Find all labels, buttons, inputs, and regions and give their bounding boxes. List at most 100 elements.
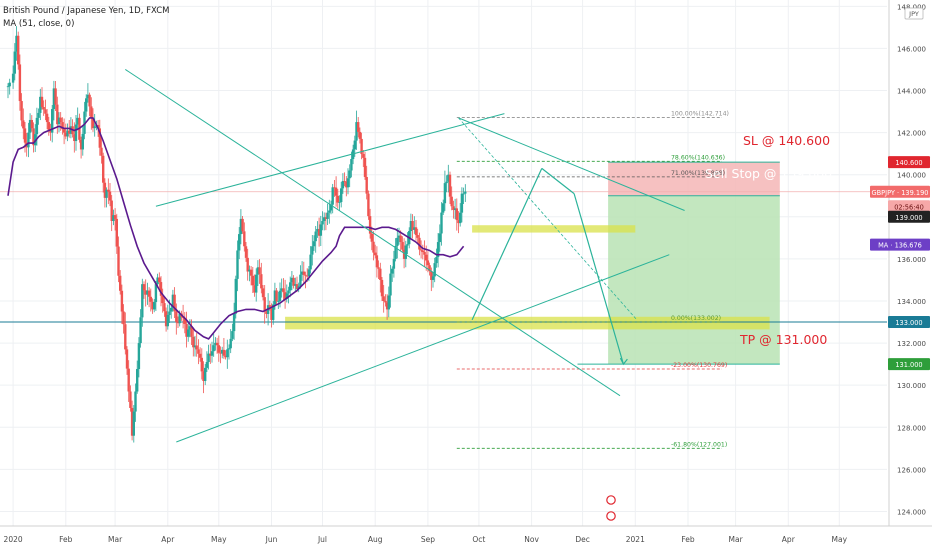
candle-body xyxy=(238,234,241,251)
symbol-title: British Pound / Japanese Yen, 1D, FXCM xyxy=(3,6,170,16)
candle-body xyxy=(423,252,426,255)
candle-body xyxy=(149,296,152,302)
candle-body xyxy=(86,94,90,99)
candle-body xyxy=(54,88,57,105)
candle-body xyxy=(85,98,88,112)
price-badge-label: 131.000 xyxy=(895,361,922,369)
candle-body xyxy=(418,237,421,250)
candle-body xyxy=(124,324,127,350)
candle-body xyxy=(142,284,146,291)
descending-resistance-line xyxy=(458,117,685,211)
candle-body xyxy=(125,349,129,369)
candle-body xyxy=(246,257,249,272)
price-badge-label: 140.600 xyxy=(895,159,922,167)
candle-body xyxy=(35,117,39,135)
candle-body xyxy=(45,113,49,123)
candle-body xyxy=(295,284,299,289)
candle-body xyxy=(176,322,180,324)
price-badge-label: 139.000 xyxy=(895,214,922,222)
candle-body xyxy=(265,311,268,314)
candle-body xyxy=(188,326,192,330)
candle-body xyxy=(44,109,47,114)
candle-body xyxy=(253,285,256,293)
candle-body xyxy=(353,140,356,150)
candle-body xyxy=(312,241,316,247)
candle-body xyxy=(200,357,203,372)
price-badge-label: GBPJPY · 139.190 xyxy=(872,189,929,197)
y-tick-label: 142.000 xyxy=(897,130,926,138)
candle-body xyxy=(307,269,311,277)
candle-body xyxy=(392,258,396,269)
drawing-layer: SL @ 140.600 Sell Stop @ 139.000 TP @ 131.… xyxy=(125,69,832,521)
candle-body xyxy=(139,317,142,344)
x-tick-label: Apr xyxy=(782,535,796,544)
candle-body xyxy=(442,203,445,213)
x-tick-label: Nov xyxy=(524,535,539,544)
x-tick-label: Jul xyxy=(317,535,327,544)
candle-body xyxy=(173,294,176,312)
candle-body xyxy=(343,181,346,182)
grid-layer xyxy=(0,0,887,526)
line-layer: 100.00%(142.714) 78.60%(140.636) 71.00%(13… xyxy=(0,111,887,449)
candle-body xyxy=(34,134,37,146)
candle-body xyxy=(350,159,353,171)
candle-body xyxy=(88,94,91,107)
candle-body xyxy=(204,367,207,381)
candle-body xyxy=(372,241,375,253)
candle-body xyxy=(215,342,219,346)
candle-body xyxy=(23,128,27,143)
candle-body xyxy=(175,311,178,323)
candle-body xyxy=(290,277,294,283)
badge-layer: 140.600 GBPJPY · 139.190 02:56:40 139.000 MA… xyxy=(870,7,930,371)
candle-body xyxy=(68,130,71,134)
candle-body xyxy=(377,267,380,269)
candle-body xyxy=(457,220,460,224)
candle-body xyxy=(319,224,322,236)
candle-body xyxy=(93,126,96,129)
price-badge xyxy=(888,210,930,223)
arrow-head-icon xyxy=(619,357,628,366)
downtrend-line-major xyxy=(125,69,621,397)
candle-body xyxy=(433,263,436,277)
candle-body xyxy=(212,345,215,352)
candle-body xyxy=(17,35,20,65)
candle-body xyxy=(110,200,113,222)
candle-body xyxy=(8,82,11,87)
candle-body xyxy=(396,237,399,246)
candle-body xyxy=(229,338,232,349)
candle-body xyxy=(127,368,130,392)
candle-body xyxy=(137,343,141,370)
candle-body xyxy=(39,96,42,113)
candle-body xyxy=(61,122,64,130)
candle-body xyxy=(239,218,243,235)
candle-body xyxy=(178,313,181,324)
x-tick-label: May xyxy=(211,535,227,544)
candle-body xyxy=(226,349,229,358)
candle-body xyxy=(317,228,321,236)
candle-layer xyxy=(6,26,467,443)
candle-body xyxy=(234,278,237,314)
candle-body xyxy=(166,314,169,327)
y-tick-label: 126.000 xyxy=(897,466,926,474)
candle-body xyxy=(306,275,309,277)
candle-body xyxy=(321,221,324,225)
candle-body xyxy=(224,355,227,358)
candle-body xyxy=(450,196,453,207)
price-badge xyxy=(888,316,930,329)
candle-body xyxy=(413,227,416,230)
candle-body xyxy=(334,187,338,196)
candle-body xyxy=(411,221,414,230)
candle-body xyxy=(112,215,115,222)
take-profit-zone xyxy=(608,195,780,365)
candle-body xyxy=(292,277,295,286)
candle-body xyxy=(103,182,107,198)
currency-badge xyxy=(904,7,924,20)
candle-body xyxy=(448,174,452,197)
candle-body xyxy=(368,216,372,234)
candle-body xyxy=(122,311,125,325)
candle-body xyxy=(66,130,69,137)
candle-body xyxy=(425,254,428,261)
candle-body xyxy=(18,64,22,102)
candle-body xyxy=(195,345,198,350)
